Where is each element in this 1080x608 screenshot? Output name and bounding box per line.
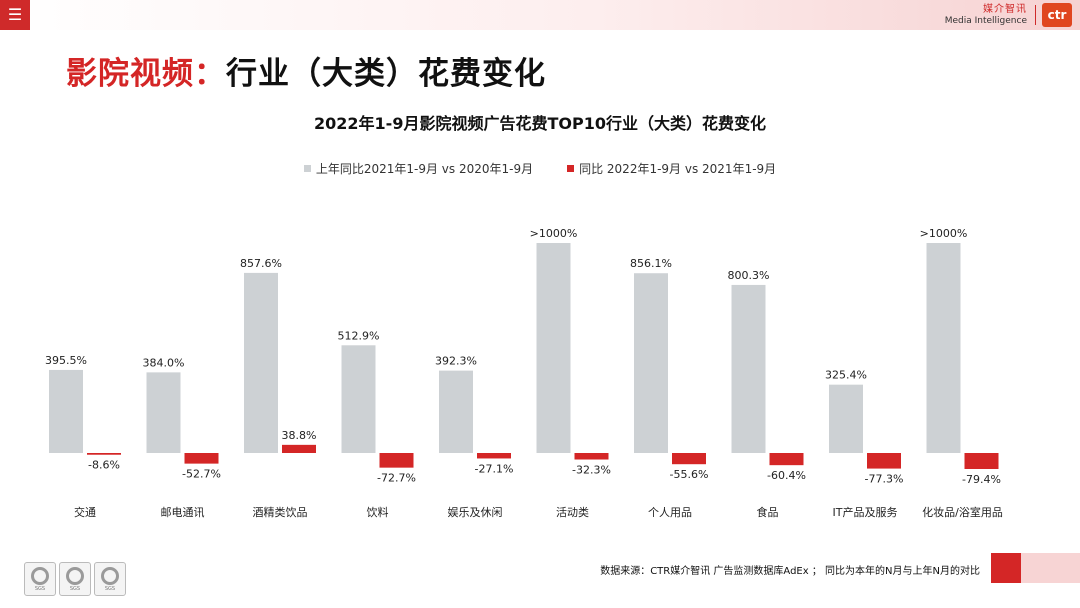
- chart-title: 2022年1-9月影院视频广告花费TOP10行业（大类）花费变化: [314, 114, 766, 133]
- data-label-2021: 395.5%: [45, 354, 87, 367]
- bar-2021: [829, 384, 863, 453]
- category-label: 娱乐及休闲: [448, 505, 503, 519]
- bar-2022: [477, 453, 511, 459]
- category-label: 饮料: [367, 505, 389, 519]
- data-label-2021: >1000%: [530, 227, 578, 240]
- data-label-2022: -60.4%: [767, 469, 806, 482]
- category-label: 交通: [74, 505, 96, 519]
- data-label-2021: 325.4%: [825, 369, 867, 382]
- category-label: 邮电通讯: [161, 506, 205, 519]
- legend-label-2022: 同比 2022年1-9月 vs 2021年1-9月: [579, 162, 777, 176]
- data-label-2022: 38.8%: [282, 429, 317, 442]
- category-label: 活动类: [556, 505, 589, 519]
- legend-item-2022: 同比 2022年1-9月 vs 2021年1-9月: [567, 160, 776, 177]
- bar-2021: [536, 243, 571, 453]
- top-bar: [0, 0, 1080, 30]
- bar-2021: [244, 272, 278, 453]
- bar-2022: [867, 453, 901, 469]
- data-label-2021: 800.3%: [728, 269, 770, 282]
- data-label-2021: 857.6%: [240, 257, 282, 270]
- bar-2021: [49, 369, 83, 453]
- brand-text: 媒介智讯 Media Intelligence: [944, 3, 1027, 26]
- data-label-2022: -79.4%: [962, 473, 1001, 486]
- data-label-2021: >1000%: [920, 227, 968, 240]
- bar-2021: [146, 372, 181, 453]
- legend-swatch-2022: [567, 165, 575, 172]
- bar-2021: [634, 273, 668, 453]
- bar-2022: [769, 453, 804, 466]
- page-title-main: 行业（大类）花费变化: [226, 56, 546, 92]
- data-source-note: 数据来源：CTR媒介智讯 广告监测数据库AdEx ； 同比为本年的N月与上年N月…: [600, 566, 980, 577]
- bar-chart: 395.5% -8.6% 交通 384.0% -52.7% 邮电通讯 857.6% 38.8%…: [45, 227, 1003, 519]
- bar-2022: [282, 444, 316, 453]
- sgs-seal-icon: SGS: [24, 562, 56, 596]
- bar-2021: [439, 370, 473, 453]
- sgs-seal-icon: SGS: [94, 562, 126, 596]
- certification-seals: SGS SGS SGS: [24, 562, 126, 596]
- legend-swatch-2021: [303, 165, 311, 172]
- data-label-2021: 512.9%: [338, 329, 380, 342]
- brand-name-cn: 媒介智讯: [983, 3, 1027, 15]
- data-label-2022: -55.6%: [670, 468, 709, 481]
- bar-2021: [731, 284, 766, 453]
- legend-label-2021: 上年同比2021年1-9月 vs 2020年1-9月: [315, 162, 534, 176]
- ctr-logo: ctr: [1042, 3, 1072, 27]
- data-label-2022: -72.7%: [377, 472, 416, 485]
- data-label-2022: -27.1%: [475, 462, 514, 475]
- data-label-2021: 856.1%: [630, 257, 672, 270]
- bar-2022: [87, 453, 121, 455]
- brand: 媒介智讯 Media Intelligence ctr: [945, 0, 1080, 30]
- data-label-2022: -77.3%: [865, 473, 904, 486]
- hamburger-menu-icon[interactable]: ☰: [0, 0, 30, 30]
- brand-divider: [1035, 5, 1036, 25]
- category-label: 食品: [757, 505, 779, 519]
- bar-2022: [184, 453, 219, 464]
- category-label: IT产品及服务: [833, 505, 898, 519]
- footer-pink-block: [1021, 553, 1080, 583]
- category-label: 个人用品: [648, 506, 692, 519]
- bar-2022: [379, 453, 414, 468]
- data-label-2022: -52.7%: [182, 468, 221, 481]
- category-label: 酒精类饮品: [253, 505, 308, 519]
- footer-red-block: [991, 553, 1021, 583]
- bar-2022: [672, 453, 706, 465]
- data-label-2021: 392.3%: [435, 355, 477, 368]
- page-title: 影院视频：行业（大类）花费变化: [66, 48, 546, 93]
- sgs-seal-icon: SGS: [59, 562, 91, 596]
- data-label-2022: -32.3%: [572, 464, 611, 477]
- category-label: 化妆品/浴室用品: [922, 505, 1003, 519]
- data-label-2021: 384.0%: [143, 356, 185, 369]
- page-title-prefix: 影院视频：: [66, 56, 226, 92]
- bar-2021: [926, 243, 961, 453]
- bar-2022: [964, 453, 999, 469]
- bar-2022: [574, 453, 609, 460]
- bar-2021: [341, 345, 376, 453]
- brand-name-en: Media Intelligence: [944, 15, 1027, 26]
- legend-item-2021: 上年同比2021年1-9月 vs 2020年1-9月: [303, 160, 534, 177]
- chart-legend: 上年同比2021年1-9月 vs 2020年1-9月 同比 2022年1-9月 …: [0, 160, 1080, 177]
- data-label-2022: -8.6%: [88, 459, 120, 472]
